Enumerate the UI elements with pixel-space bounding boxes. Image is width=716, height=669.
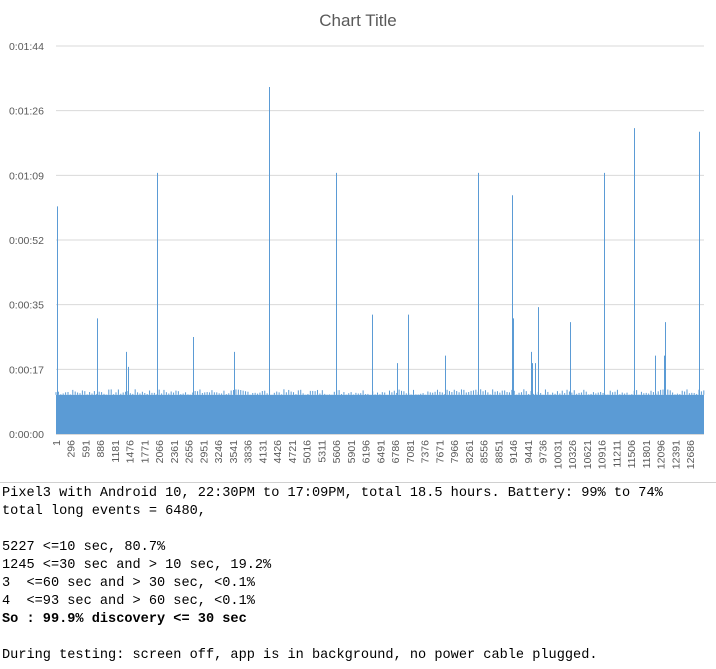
x-tick-label: 11506 — [626, 440, 638, 469]
notes-line-conditions: During testing: screen off, app is in ba… — [2, 648, 598, 663]
x-tick-label: 10326 — [567, 440, 579, 469]
y-tick-label: 0:01:44 — [9, 41, 44, 53]
bar-series — [55, 87, 705, 434]
x-tick-label: 591 — [80, 440, 92, 458]
x-tick-label: 12686 — [685, 440, 697, 469]
x-tick-label: 7671 — [434, 440, 446, 464]
x-tick-label: 10031 — [552, 440, 564, 469]
bar-baseline-band — [56, 394, 704, 434]
divider — [0, 482, 716, 483]
x-tick-label: 1771 — [139, 440, 151, 464]
notes-line-device: Pixel3 with Android 10, 22:30PM to 17:09… — [2, 486, 663, 501]
x-tick-label: 4131 — [257, 440, 269, 464]
x-tick-label: 5606 — [331, 440, 343, 464]
x-tick-label: 8556 — [479, 440, 491, 464]
x-tick-label: 2951 — [198, 440, 210, 464]
x-tick-label: 11211 — [611, 440, 623, 468]
x-tick-label: 11801 — [641, 440, 653, 469]
notes-line-total-events: total long events = 6480, — [2, 504, 206, 519]
x-tick-label: 9736 — [538, 440, 550, 464]
y-tick-label: 0:01:26 — [9, 106, 44, 118]
x-tick-label: 9441 — [523, 440, 535, 464]
x-tick-label: 1181 — [110, 440, 122, 463]
notes-line-le93: 4 <=93 sec and > 60 sec, <0.1% — [2, 594, 255, 609]
x-tick-label: 8261 — [464, 440, 476, 464]
x-tick-label: 7081 — [405, 440, 417, 464]
bar-chart: Chart Title 0:00:00 0:00:17 0:00:35 0:00:52… — [9, 11, 705, 469]
y-tick-label: 0:00:35 — [9, 300, 44, 312]
x-tick-label: 3246 — [213, 440, 225, 464]
y-tick-label: 0:01:09 — [9, 170, 44, 182]
notes-line-blank — [2, 521, 712, 539]
x-tick-label: 5311 — [316, 440, 328, 463]
gridlines — [56, 45, 704, 370]
notes-line-le60: 3 <=60 sec and > 30 sec, <0.1% — [2, 576, 255, 591]
x-tick-label: 4721 — [287, 440, 299, 464]
x-tick-label: 7376 — [420, 440, 432, 464]
x-tick-label: 1476 — [125, 440, 137, 464]
x-tick-label: 2066 — [154, 440, 166, 464]
x-tick-label: 4426 — [272, 440, 284, 464]
x-tick-label: 6491 — [375, 440, 387, 464]
x-axis-ticks: 1 296 591 886 1181 1476 1771 2066 2361 2656 2951 32… — [51, 440, 697, 469]
x-tick-label: 7966 — [449, 440, 461, 464]
notes-line-summary: So : 99.9% discovery <= 30 sec — [2, 612, 247, 627]
x-tick-label: 6196 — [361, 440, 373, 464]
chart-title: Chart Title — [319, 11, 396, 30]
notes-line-le10: 5227 <=10 sec, 80.7% — [2, 540, 166, 555]
x-tick-label: 1 — [51, 440, 63, 446]
y-tick-label: 0:00:17 — [9, 364, 44, 376]
notes-line-blank-2 — [2, 629, 712, 647]
x-tick-label: 296 — [66, 440, 78, 458]
x-tick-label: 2361 — [169, 440, 181, 464]
x-tick-label: 6786 — [390, 440, 402, 464]
x-tick-label: 886 — [95, 440, 107, 458]
x-tick-label: 5901 — [346, 440, 358, 464]
x-tick-label: 3836 — [243, 440, 255, 464]
chart-area: Chart Title 0:00:00 0:00:17 0:00:35 0:00:52… — [9, 11, 705, 469]
x-tick-label: 10916 — [597, 440, 609, 469]
x-tick-label: 8851 — [493, 440, 505, 464]
y-axis-ticks: 0:00:00 0:00:17 0:00:35 0:00:52 0:01:09 0:01:… — [9, 41, 44, 441]
y-tick-label: 0:00:00 — [9, 429, 44, 441]
x-tick-label: 12391 — [670, 440, 682, 469]
x-tick-label: 9146 — [508, 440, 520, 464]
x-tick-label: 12096 — [656, 440, 668, 469]
notes-line-le30: 1245 <=30 sec and > 10 sec, 19.2% — [2, 558, 272, 573]
x-tick-label: 5016 — [302, 440, 314, 464]
test-notes: Pixel3 with Android 10, 22:30PM to 17:09… — [2, 485, 712, 665]
y-tick-label: 0:00:52 — [9, 235, 44, 247]
x-tick-label: 10621 — [582, 440, 594, 469]
x-tick-label: 3541 — [228, 440, 240, 464]
x-tick-label: 2656 — [184, 440, 196, 464]
